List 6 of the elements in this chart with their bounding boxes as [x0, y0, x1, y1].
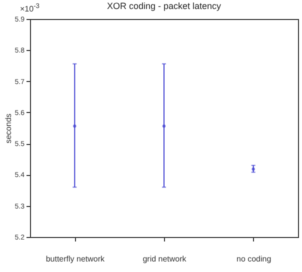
text: ×10$^{-3}$	[20, 3, 40, 14]
y-axis-title: seconds	[4, 114, 13, 144]
x-tick-label: no coding	[236, 254, 272, 264]
chart-title: XOR coding - packet latency	[106, 1, 222, 11]
x-tick-label: grid network	[142, 254, 188, 264]
x-tick-label: butterfly network	[46, 254, 106, 264]
